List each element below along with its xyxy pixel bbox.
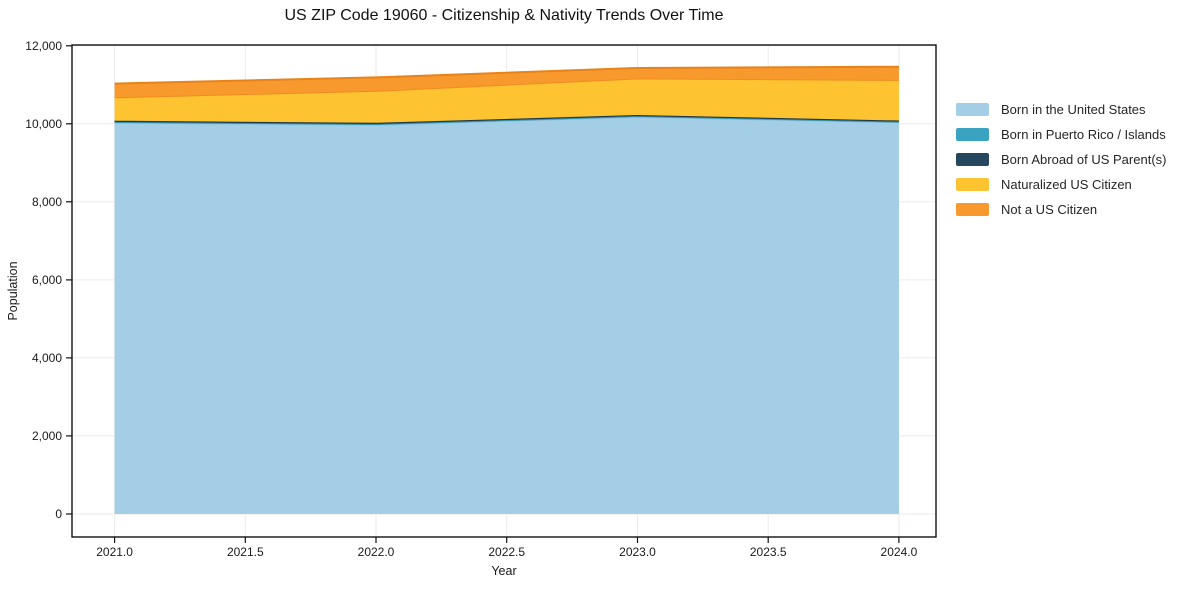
x-tick-label: 2021.0: [96, 545, 133, 559]
y-tick-label: 10,000: [25, 117, 62, 131]
legend-label: Born in Puerto Rico / Islands: [1001, 127, 1166, 142]
legend-item-not-a-us-citizen: Not a US Citizen: [956, 202, 1166, 217]
y-tick-label: 8,000: [32, 195, 62, 209]
legend-item-born-in-puerto-rico-islands: Born in Puerto Rico / Islands: [956, 127, 1166, 142]
legend-swatch: [956, 153, 989, 166]
x-tick-label: 2021.5: [227, 545, 264, 559]
y-tick-label: 12,000: [25, 39, 62, 53]
x-axis-label: Year: [491, 564, 517, 578]
legend-label: Born Abroad of US Parent(s): [1001, 152, 1167, 167]
legend-label: Not a US Citizen: [1001, 202, 1098, 217]
chart-title: US ZIP Code 19060 - Citizenship & Nativi…: [284, 7, 724, 24]
legend-item-born-abroad-of-us-parent-s: Born Abroad of US Parent(s): [956, 152, 1167, 167]
y-tick-label: 2,000: [32, 429, 62, 443]
legend: Born in the United States Born in Puerto …: [956, 102, 1167, 217]
x-tick-label: 2023.0: [619, 545, 656, 559]
y-tick-label: 4,000: [32, 351, 62, 365]
y-axis-label: Population: [6, 261, 20, 321]
legend-swatch: [956, 203, 989, 216]
area-edge-not-a-us-citizen: [114, 65, 899, 85]
y-tick-label: 0: [55, 507, 62, 521]
legend-swatch: [956, 103, 989, 116]
x-tick-label: 2022.5: [488, 545, 525, 559]
x-tick-label: 2024.0: [881, 545, 918, 559]
y-tick-label: 6,000: [32, 273, 62, 287]
legend-item-naturalized-us-citizen: Naturalized US Citizen: [956, 177, 1166, 192]
area-naturalized-us-citizen: [114, 78, 899, 123]
legend-label: Naturalized US Citizen: [1001, 177, 1132, 192]
plot-border: [71, 44, 937, 538]
area-born-in-the-united-states: [114, 116, 899, 515]
area-not-a-us-citizen: [114, 66, 899, 98]
x-tick-label: 2023.5: [750, 545, 787, 559]
x-tick-label: 2022.0: [358, 545, 395, 559]
legend-label: Born in the United States: [1001, 102, 1146, 117]
legend-item-born-in-the-united-states: Born in the United States: [956, 102, 1166, 117]
legend-swatch: [956, 128, 989, 141]
legend-swatch: [956, 178, 989, 191]
